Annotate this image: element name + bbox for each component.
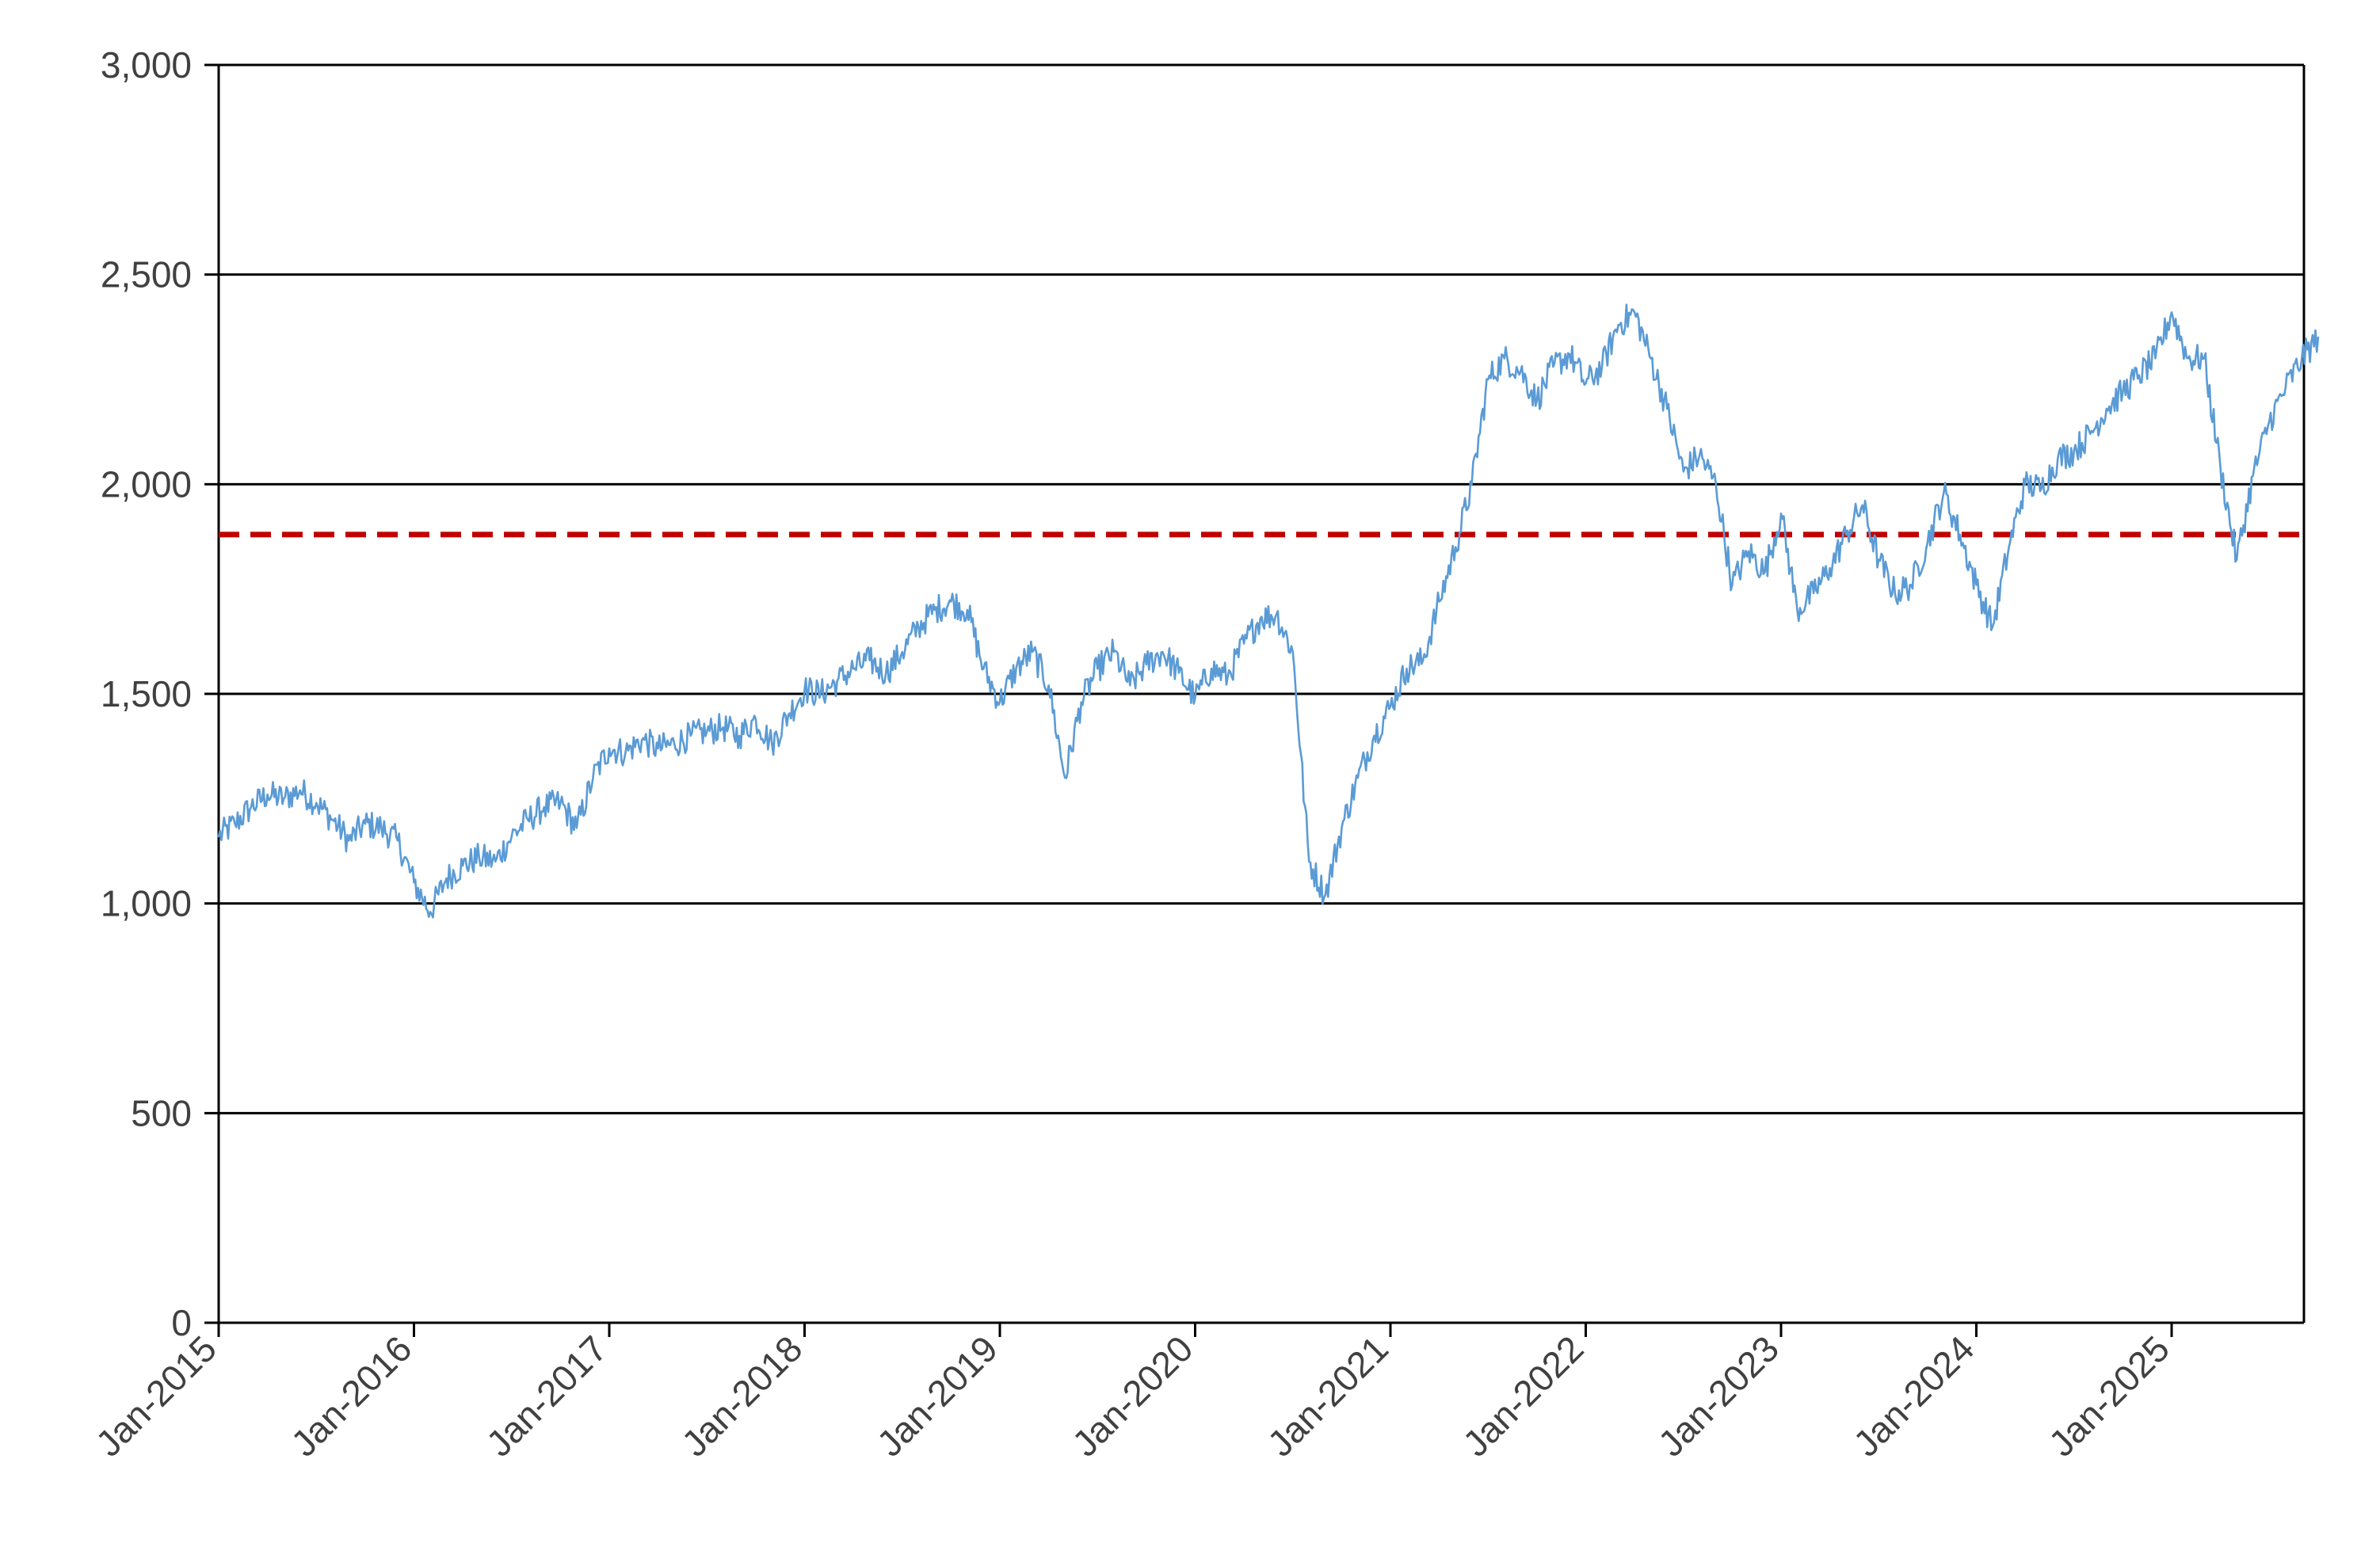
y-tick-label: 1,500 [101,673,192,714]
x-tick-label: Jan-2023 [1650,1328,1787,1464]
axes [217,65,2306,1337]
x-tick-labels: Jan-2015 Jan-2016 Jan-2017 Jan-2018 Jan-2019… [88,1328,2177,1464]
x-tick-label: Jan-2021 [1260,1328,1396,1464]
x-tick-label: Jan-2025 [2041,1328,2177,1464]
x-tick-label: Jan-2015 [88,1328,224,1464]
x-tick-label: Jan-2016 [283,1328,419,1464]
x-tick-label: Jan-2022 [1455,1328,1591,1464]
x-tick-label: Jan-2020 [1064,1328,1200,1464]
series-line [217,303,2320,919]
y-tick-label: 2,000 [101,463,192,505]
x-tick-label: Jan-2017 [479,1328,615,1464]
y-tick-label: 500 [131,1092,192,1133]
x-tick-label: Jan-2024 [1845,1328,1981,1464]
series-layer [217,303,2320,919]
y-tick-label: 3,000 [101,44,192,86]
y-tick-label: 1,000 [101,883,192,924]
gridlines [204,63,2304,1324]
y-tick-label: 2,500 [101,254,192,295]
x-tick-label: Jan-2018 [673,1328,810,1464]
y-tick-label: 0 [171,1302,192,1343]
y-tick-labels: 0 500 1,000 1,500 2,000 2,500 3,000 [101,44,192,1343]
x-tick-label: Jan-2019 [869,1328,1005,1464]
